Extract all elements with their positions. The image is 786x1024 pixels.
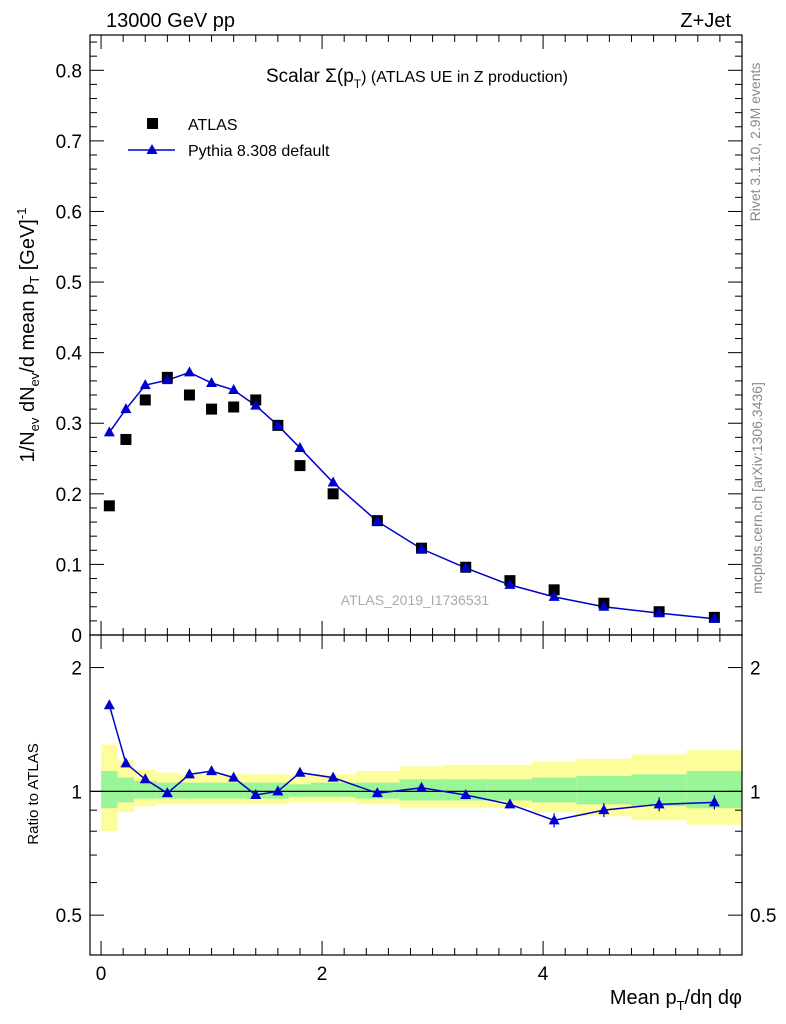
ratio-point xyxy=(294,766,306,777)
mc-point xyxy=(139,379,151,390)
ratio-point xyxy=(371,787,383,798)
main-y-tick-label: 0.7 xyxy=(56,132,82,153)
main-y-tick-label: 0 xyxy=(71,626,82,647)
data-point xyxy=(294,460,306,472)
main-y-tick-label: 0.5 xyxy=(56,273,82,294)
ratio-y-tick-label-right: 1 xyxy=(750,782,761,803)
plot-title-sub: T xyxy=(354,77,362,91)
mc-point xyxy=(504,578,516,589)
ratio-point xyxy=(161,787,173,798)
plot-title: Scalar Σ(pT) (ATLAS UE in Z production) xyxy=(266,66,568,91)
ratio-point xyxy=(139,773,151,784)
ratio-point xyxy=(120,757,132,768)
mc-point xyxy=(250,399,262,410)
ratio-band-inner xyxy=(487,779,533,801)
ratio-band-inner xyxy=(134,780,157,799)
data-point xyxy=(327,488,339,500)
ratio-point xyxy=(272,785,284,796)
ratio-point xyxy=(598,804,610,815)
legend-data-marker xyxy=(147,118,158,129)
x-tick-label: 0 xyxy=(96,964,107,985)
main-y-tick-label: 0.2 xyxy=(56,485,82,506)
mc-point xyxy=(653,607,665,618)
ratio-y-axis-label: Ratio to ATLAS xyxy=(25,743,42,844)
legend-mc-label: Pythia 8.308 default xyxy=(188,143,330,160)
mc-point xyxy=(598,600,610,611)
data-point xyxy=(139,394,151,406)
main-y-tick-label: 0.4 xyxy=(56,344,83,365)
ratio-point xyxy=(504,798,516,809)
beam-label: 13000 GeV pp xyxy=(106,10,235,32)
ratio-band-inner xyxy=(576,775,632,805)
ratio-point xyxy=(228,771,240,782)
x-tick-label: 2 xyxy=(317,964,328,985)
ratio-y-tick-label: 0.5 xyxy=(56,906,82,927)
legend-data-label: ATLAS xyxy=(188,117,238,134)
data-point xyxy=(206,403,218,415)
ratio-point xyxy=(460,788,472,799)
data-point xyxy=(228,401,240,413)
mc-point xyxy=(272,419,284,430)
analysis-watermark: ATLAS_2019_I1736531 xyxy=(341,592,490,608)
mc-point xyxy=(708,612,720,623)
data-point xyxy=(548,584,560,596)
ratio-point xyxy=(708,796,720,807)
ratio-point xyxy=(416,781,428,792)
main-y-tick-label: 0.8 xyxy=(56,61,82,82)
ratio-band-inner xyxy=(178,782,201,799)
ratio-y-tick-label-right: 0.5 xyxy=(750,906,776,927)
ratio-band-inner xyxy=(200,782,223,799)
ratio-point xyxy=(206,765,218,776)
mc-point xyxy=(548,590,560,601)
main-y-axis-label: 1/Nev dNev/d mean pT [GeV]-1 xyxy=(14,208,42,463)
ratio-y-tick-label-right: 2 xyxy=(750,659,761,680)
data-point xyxy=(120,433,132,445)
process-label: Z+Jet xyxy=(680,10,731,32)
ratio-band-inner xyxy=(222,782,245,799)
ratio-frame xyxy=(89,634,743,956)
ratio-band-inner xyxy=(311,782,356,797)
ratio-point xyxy=(548,814,560,825)
main-y-tick-label: 0.6 xyxy=(56,202,82,223)
mc-point xyxy=(460,561,472,572)
data-point xyxy=(183,389,195,401)
rivet-label: Rivet 3.1.10, 2.9M events xyxy=(747,63,763,222)
x-axis-label: Mean pT/dη dφ xyxy=(610,987,742,1013)
mc-point xyxy=(371,515,383,526)
mc-point xyxy=(327,476,339,487)
mc-series-line xyxy=(108,371,715,620)
ratio-point xyxy=(327,771,339,782)
ratio-point xyxy=(103,699,115,710)
ratio-point xyxy=(653,798,665,809)
ratio-point xyxy=(250,788,262,799)
ratio-band-inner xyxy=(288,784,312,797)
ratio-band-inner xyxy=(532,777,577,803)
main-y-tick-label: 0.1 xyxy=(56,555,82,576)
ratio-band-inner xyxy=(101,771,118,809)
ratio-point xyxy=(183,768,195,779)
mc-point xyxy=(294,441,306,452)
mc-point xyxy=(120,403,132,414)
legend-mc-marker xyxy=(146,144,158,154)
ratio-band-inner xyxy=(117,777,135,803)
ratio-y-tick-label: 2 xyxy=(71,659,82,680)
x-tick-label: 4 xyxy=(538,964,549,985)
mc-point xyxy=(206,377,218,387)
mc-point xyxy=(416,542,428,553)
main-y-tick-label: 0.3 xyxy=(56,414,82,435)
mcplots-label: mcplots.cern.ch [arXiv:1306.3436] xyxy=(749,382,765,594)
mc-point xyxy=(103,426,115,437)
mc-point xyxy=(228,384,240,395)
data-point xyxy=(103,500,115,512)
plot-title-rest: ) (ATLAS UE in Z production) xyxy=(361,69,568,86)
ratio-y-tick-label: 1 xyxy=(71,782,82,803)
mc-point xyxy=(161,374,173,385)
mc-point xyxy=(183,366,195,377)
plot-title-main: Scalar Σ(p xyxy=(266,66,354,87)
